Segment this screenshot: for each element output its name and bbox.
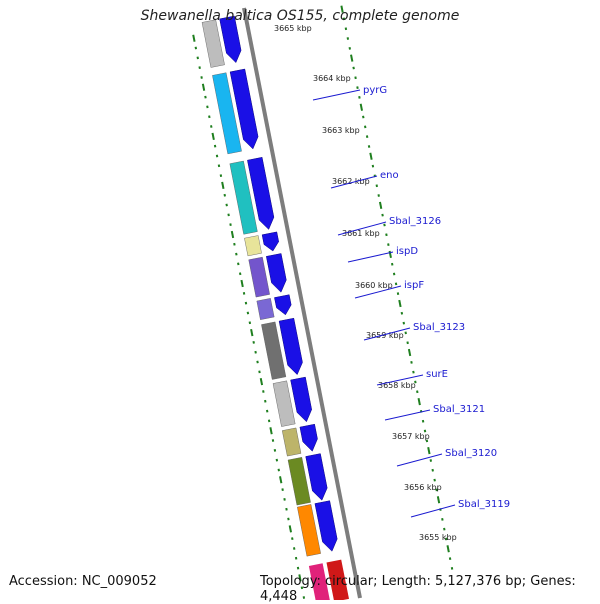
tick-mark bbox=[222, 182, 223, 189]
gene-label[interactable]: Sbal_3123 bbox=[413, 322, 465, 333]
tick-mark bbox=[351, 55, 352, 62]
tick-mark bbox=[361, 104, 362, 111]
strand-arrow bbox=[266, 254, 286, 293]
gene-label[interactable]: Sbal_3120 bbox=[445, 448, 497, 459]
gene-block[interactable] bbox=[257, 298, 274, 319]
kbp-label: 3663 kbp bbox=[322, 126, 360, 135]
gene-label[interactable]: eno bbox=[380, 170, 399, 181]
kbp-label: 3655 kbp bbox=[419, 533, 457, 542]
gene-label[interactable]: surE bbox=[426, 369, 448, 380]
gene-label-leader bbox=[397, 454, 442, 466]
strand-arrow bbox=[300, 424, 318, 451]
genome-title: Shewanella baltica OS155, complete genom… bbox=[0, 8, 600, 24]
tick-mark bbox=[270, 427, 271, 434]
gene-label[interactable]: Sbal_3119 bbox=[458, 499, 510, 510]
tick-mark bbox=[380, 202, 381, 209]
gene-label-leader bbox=[348, 252, 393, 262]
tick-mark bbox=[428, 447, 429, 454]
gene-label[interactable]: ispF bbox=[404, 280, 424, 291]
tick-mark bbox=[213, 133, 214, 140]
strand-arrow bbox=[274, 295, 291, 315]
gene-label[interactable]: Sbal_3126 bbox=[389, 216, 441, 227]
gene-label-group: pyrG eno Sbal_3126 ispD ispF Sbal_3123 surE Sba… bbox=[313, 85, 510, 517]
tick-mark bbox=[399, 300, 400, 307]
gene-block[interactable] bbox=[244, 236, 261, 256]
tick-mark bbox=[261, 378, 262, 385]
kbp-label: 3662 kbp bbox=[332, 177, 370, 186]
kbp-label: 3661 kbp bbox=[342, 229, 380, 238]
tick-mark bbox=[251, 329, 252, 336]
kbp-label: 3658 kbp bbox=[378, 381, 416, 390]
tick-mark bbox=[193, 35, 194, 42]
tick-mark bbox=[370, 153, 371, 160]
tick-mark bbox=[290, 525, 291, 532]
gene-label-leader bbox=[313, 90, 360, 100]
tick-mark bbox=[232, 231, 233, 238]
strand-arrow bbox=[291, 377, 312, 422]
strand-arrow bbox=[262, 232, 279, 251]
tick-mark bbox=[203, 84, 204, 91]
kbp-label: 3659 kbp bbox=[366, 331, 404, 340]
gene-label[interactable]: pyrG bbox=[363, 85, 387, 96]
gene-block[interactable] bbox=[282, 428, 301, 456]
kbp-label: 3664 kbp bbox=[313, 74, 351, 83]
tick-mark bbox=[280, 476, 281, 483]
gene-label[interactable]: ispD bbox=[396, 246, 418, 257]
gene-block[interactable] bbox=[249, 257, 270, 297]
kbp-label: 3656 kbp bbox=[404, 483, 442, 492]
tick-mark bbox=[438, 496, 439, 503]
tick-mark bbox=[409, 349, 410, 356]
gene-label[interactable]: Sbal_3121 bbox=[433, 404, 485, 415]
tick-mark bbox=[241, 280, 242, 287]
tick-mark bbox=[419, 398, 420, 405]
gene-label-leader bbox=[385, 410, 430, 420]
accession-text: Accession: NC_009052 bbox=[9, 574, 157, 589]
kbp-label: 3660 kbp bbox=[355, 281, 393, 290]
kbp-label: 3657 kbp bbox=[392, 432, 430, 441]
tick-mark bbox=[447, 545, 448, 552]
kbp-label: 3665 kbp bbox=[274, 24, 312, 33]
gene-label-leader bbox=[411, 505, 455, 517]
